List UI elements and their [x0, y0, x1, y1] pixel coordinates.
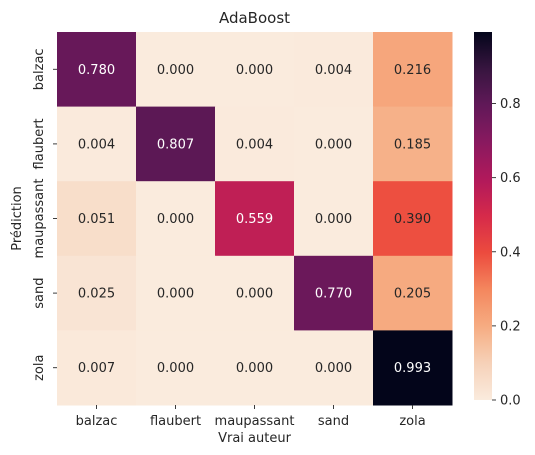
cell-value-label: 0.780: [78, 63, 115, 78]
y-axis-title: Prédiction: [10, 186, 25, 251]
heatmap-cell: [136, 106, 216, 182]
colorbar-tick-label: 0.0: [500, 394, 521, 409]
y-tick-label: balzac: [32, 48, 47, 90]
cell-value-label: 0.216: [394, 63, 431, 78]
heatmap-cell: [215, 181, 295, 257]
heatmap-cell: [57, 32, 137, 108]
heatmap-cell: [215, 255, 295, 331]
y-axis-ticks: balzac flaubert maupassant sand zola: [32, 48, 57, 381]
cell-value-label: 0.185: [394, 137, 431, 152]
y-tick-label: maupassant: [32, 179, 47, 259]
x-tick-label: balzac: [76, 414, 118, 429]
x-axis-title: Vrai auteur: [218, 431, 291, 446]
heatmap-cell: [294, 181, 374, 257]
heatmap-cell: [215, 32, 295, 108]
cell-value-label: 0.000: [236, 361, 273, 376]
heatmap-cell: [294, 32, 374, 108]
cell-value-label: 0.000: [236, 63, 273, 78]
heatmap-cell: [294, 330, 374, 406]
heatmap-cell: [215, 330, 295, 406]
chart-title: AdaBoost: [219, 9, 290, 27]
cell-value-label: 0.000: [157, 212, 194, 227]
heatmap-cell: [57, 330, 137, 406]
heatmap-cell: [294, 255, 374, 331]
y-tick-label: sand: [32, 277, 47, 308]
heatmap-cell: [136, 330, 216, 406]
heatmap-cell: [294, 106, 374, 182]
cell-value-label: 0.770: [315, 287, 352, 302]
cell-value-label: 0.000: [157, 63, 194, 78]
cell-value-label: 0.000: [157, 361, 194, 376]
x-tick-label: zola: [399, 414, 425, 429]
cell-value-label: 0.390: [394, 212, 431, 227]
y-tick-label: flaubert: [32, 118, 47, 169]
x-axis-ticks: balzac flaubert maupassant sand zola: [76, 405, 426, 429]
cell-value-label: 0.025: [78, 287, 115, 302]
cell-value-label: 0.993: [394, 361, 431, 376]
cell-value-label: 0.007: [78, 361, 115, 376]
heatmap-cell: [57, 106, 137, 182]
y-tick-label: zola: [32, 355, 47, 381]
cell-value-label: 0.051: [78, 212, 115, 227]
cell-value-label: 0.000: [315, 212, 352, 227]
colorbar-ticks: 0.0 0.2 0.4 0.6 0.8: [492, 97, 521, 409]
heatmap-cell: [373, 32, 453, 108]
heatmap-cells: 0.780 0.000 0.000 0.004 0.216 0.004 0.807 0.004…: [57, 32, 453, 406]
heatmap-cell: [136, 181, 216, 257]
x-tick-label: flaubert: [150, 414, 201, 429]
cell-value-label: 0.000: [236, 287, 273, 302]
heatmap-cell: [57, 255, 137, 331]
cell-value-label: 0.004: [236, 137, 273, 152]
cell-value-label: 0.004: [78, 137, 115, 152]
cell-value-label: 0.000: [315, 361, 352, 376]
heatmap-cell: [136, 255, 216, 331]
cell-value-label: 0.559: [236, 212, 273, 227]
heatmap-cell: [57, 181, 137, 257]
heatmap-cell: [373, 106, 453, 182]
heatmap-cell: [215, 106, 295, 182]
colorbar-tick-label: 0.2: [500, 319, 521, 334]
x-tick-label: sand: [318, 414, 349, 429]
colorbar: [474, 32, 492, 400]
cell-value-label: 0.807: [157, 137, 194, 152]
heatmap-cell: [373, 255, 453, 331]
heatmap-cell: [373, 330, 453, 406]
cell-value-label: 0.205: [394, 287, 431, 302]
colorbar-tick-label: 0.6: [500, 171, 521, 186]
heatmap-cell: [373, 181, 453, 257]
colorbar-tick-label: 0.4: [500, 245, 521, 260]
heatmap-cell: [136, 32, 216, 108]
colorbar-tick-label: 0.8: [500, 97, 521, 112]
cell-value-label: 0.000: [157, 287, 194, 302]
cell-value-label: 0.000: [315, 137, 352, 152]
x-tick-label: maupassant: [215, 414, 295, 429]
cell-value-label: 0.004: [315, 63, 352, 78]
